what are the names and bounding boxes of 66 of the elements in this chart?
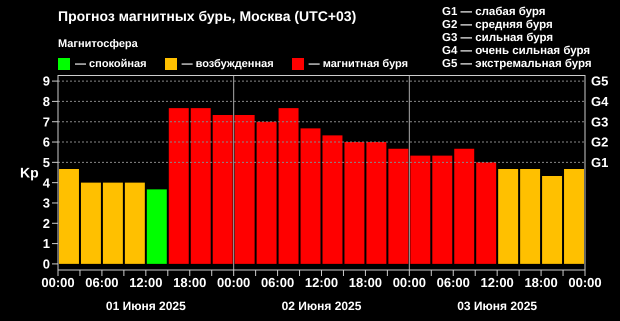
bar (59, 169, 79, 264)
bar (498, 169, 518, 264)
legend-label: — магнитная буря (308, 58, 408, 70)
bar (190, 108, 211, 264)
ref-line-label: G3 (591, 114, 608, 130)
text: 03 Июня 2025 (456, 299, 538, 313)
text: G5 — экстремальная буря (442, 58, 592, 71)
x-tick-label: 00:00 (392, 275, 426, 290)
x-tick-label: 18:00 (524, 275, 558, 290)
text: 02 Июня 2025 (280, 299, 362, 313)
x-tick-label: 00:00 (41, 275, 75, 290)
y-tick-label: 5 (42, 154, 50, 170)
bar (80, 182, 101, 264)
x-tick-label: 12:00 (304, 275, 338, 290)
ref-line-label: G4 (591, 94, 610, 110)
legend-label: — спокойная (75, 58, 147, 70)
bar (234, 115, 255, 264)
x-tick-label: 00:00 (568, 275, 602, 290)
bar (322, 135, 342, 264)
text: G4 — очень сильная буря (442, 45, 592, 58)
x-tick-label: 12:00 (129, 275, 162, 290)
x-tick-label: 06:00 (436, 275, 470, 290)
text: G1 — слабая буря (442, 6, 547, 19)
bar (366, 142, 386, 264)
legend-title: Магнитосфера (58, 38, 139, 50)
bar (520, 169, 540, 264)
x-tick-label: 18:00 (173, 275, 206, 290)
bar (212, 115, 233, 264)
bar (300, 128, 320, 264)
y-tick-label: 3 (42, 196, 50, 211)
bar (344, 142, 364, 264)
bar (102, 182, 123, 264)
bar (410, 156, 430, 264)
ref-line-label: G2 (591, 134, 608, 150)
bar (278, 108, 299, 264)
bar (168, 108, 189, 264)
text: G3 — сильная буря (442, 32, 554, 45)
bar (454, 148, 474, 264)
ref-line-label: G1 (591, 154, 608, 170)
y-tick-label: 8 (42, 94, 50, 110)
bar (146, 189, 167, 264)
x-tick-label: 06:00 (260, 275, 294, 290)
text: 01 Июня 2025 (104, 299, 187, 313)
y-tick-label: 0 (42, 256, 50, 272)
x-tick-label: 06:00 (85, 275, 119, 290)
x-tick-label: 18:00 (348, 275, 382, 290)
bar (388, 148, 408, 264)
legend-label: — возбужденная (182, 58, 274, 70)
y-tick-label: 2 (42, 216, 50, 231)
bar (432, 156, 452, 264)
text: G2 — средняя буря (442, 19, 554, 32)
bar (256, 122, 277, 264)
y-tick-label: 4 (42, 175, 51, 190)
y-tick-label: 1 (42, 236, 50, 252)
bar (564, 169, 584, 264)
y-tick-label: 6 (42, 134, 50, 150)
bar (542, 176, 562, 264)
x-tick-label: 00:00 (217, 275, 250, 290)
y-tick-label: 7 (42, 114, 50, 130)
y-axis-title: Kp (20, 164, 39, 180)
chart-title: Прогноз магнитных бурь, Москва (UTC+03) (58, 8, 356, 24)
bar (124, 182, 145, 264)
x-tick-label: 12:00 (480, 275, 514, 290)
bar (476, 162, 496, 264)
ref-line-label: G5 (591, 74, 608, 89)
y-tick-label: 9 (42, 74, 50, 89)
